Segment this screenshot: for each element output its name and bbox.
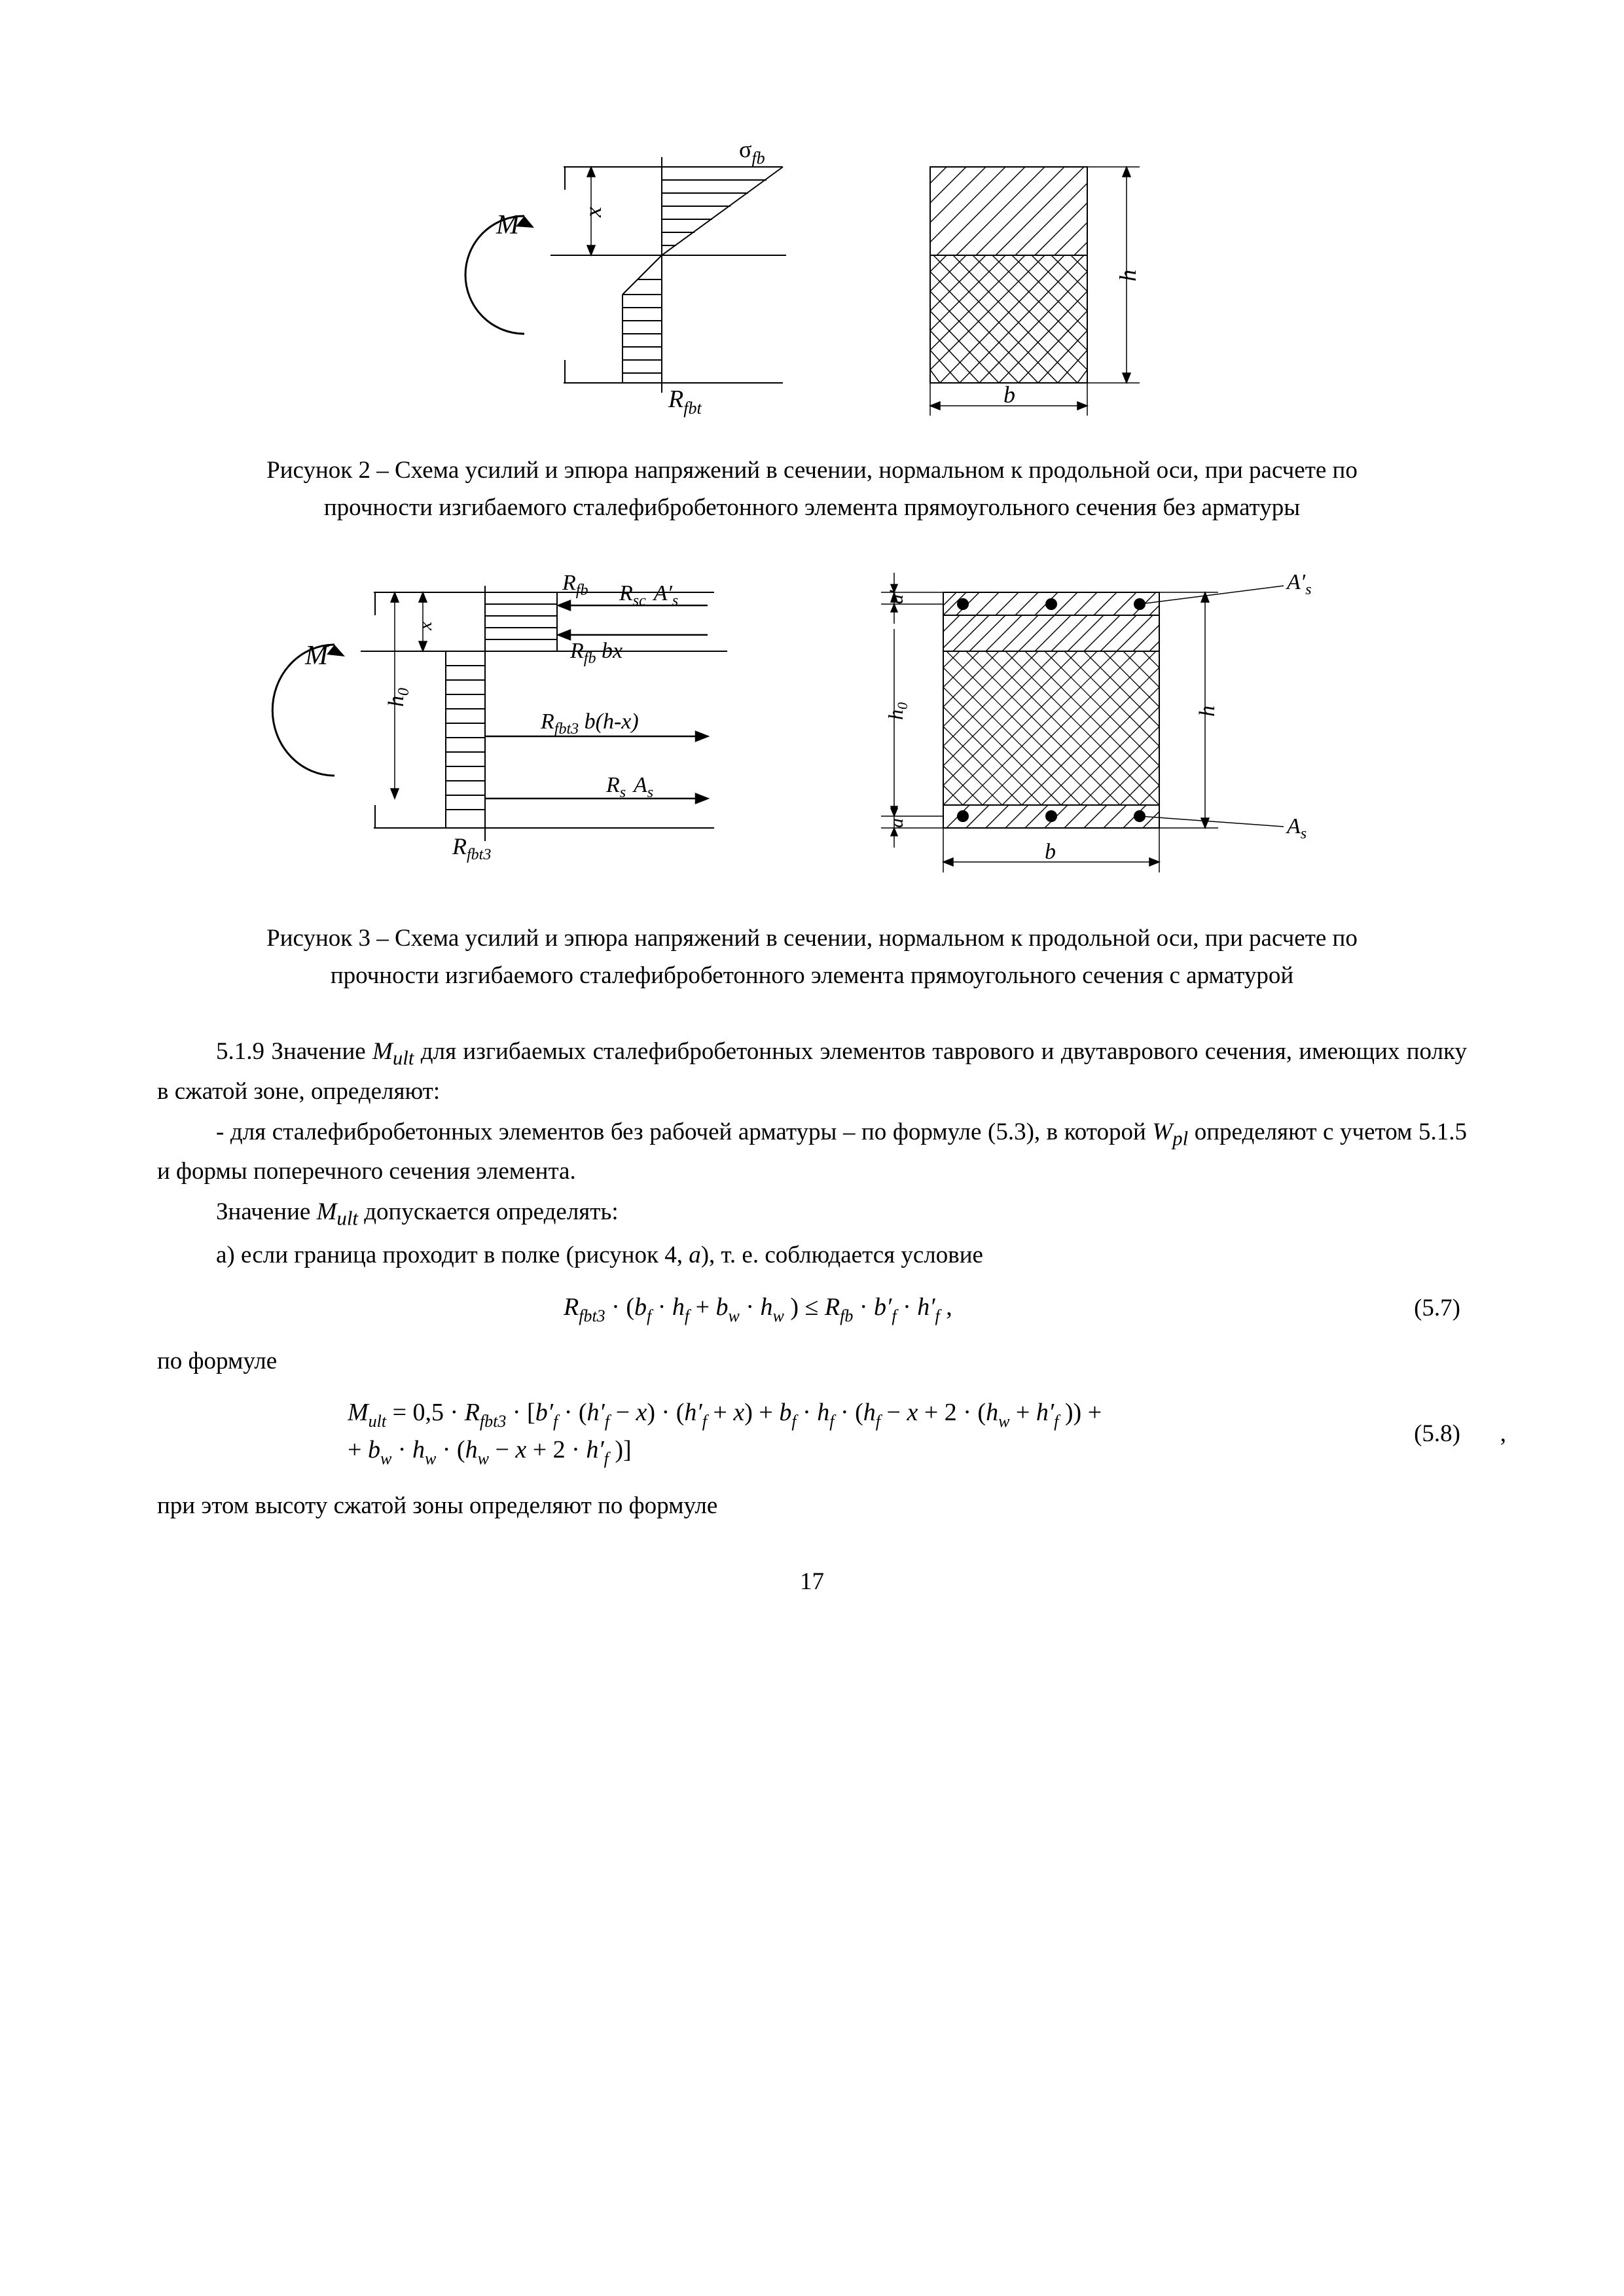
para-last: при этом высоту сжатой зоны определяют п… bbox=[157, 1488, 1467, 1524]
svg-text:Rfbt3 b(h-x): Rfbt3 b(h-x) bbox=[540, 709, 639, 738]
figure-2-caption: Рисунок 2 – Схема усилий и эпюра напряже… bbox=[223, 452, 1401, 527]
svg-text:h: h bbox=[1115, 270, 1141, 281]
equation-5-7: Rfbt3 · (bf · hf + bw · hw ) ≤ Rfb · b′f… bbox=[157, 1285, 1467, 1331]
equation-5-8: Mult = 0,5 · Rfbt3 · [b′f · (h′f − x) · … bbox=[157, 1391, 1467, 1476]
figure-2-svg: M x σfb Rfbt bbox=[420, 144, 1205, 425]
svg-text:x: x bbox=[580, 207, 606, 218]
eq57-number: (5.7) bbox=[1414, 1290, 1460, 1327]
svg-text:A′s: A′s bbox=[1286, 570, 1312, 598]
svg-text:x: x bbox=[414, 621, 436, 631]
svg-text:Rfbt3 · (bf · hf: Rfbt3 · (bf · hf + bw · hw ) ≤ Rfb · b′f… bbox=[564, 1293, 952, 1325]
figure-3: M h0 x Rfb Rsc A′s Rfb bx Rfbt3 b(h-x) bbox=[157, 566, 1467, 893]
svg-text:a: a bbox=[886, 818, 907, 828]
para-po-formule: по формуле bbox=[157, 1343, 1467, 1380]
svg-text:Mult = 0,5 · Rfbt3: Mult = 0,5 · Rfbt3 · [b′f · (h′f − x) · … bbox=[348, 1399, 1102, 1431]
fig2-label-M: M bbox=[496, 210, 520, 240]
svg-text:Rfbt: Rfbt bbox=[668, 386, 702, 418]
svg-text:h: h bbox=[1195, 706, 1219, 717]
eq58-punct: , bbox=[1500, 1416, 1506, 1452]
para-mult: Значение Mult допускается определять: bbox=[157, 1194, 1467, 1234]
svg-text:Rfb bx: Rfb bx bbox=[569, 639, 623, 667]
svg-text:Rfb: Rfb bbox=[562, 571, 588, 599]
svg-text:M: M bbox=[304, 641, 329, 671]
figure-3-svg: M h0 x Rfb Rsc A′s Rfb bx Rfbt3 b(h-x) bbox=[256, 566, 1369, 893]
eq58-svg: Mult = 0,5 · Rfbt3 · [b′f · (h′f − x) · … bbox=[348, 1391, 1277, 1476]
eq58-number: (5.8) bbox=[1414, 1416, 1460, 1452]
figure-3-caption: Рисунок 3 – Схема усилий и эпюра напряже… bbox=[223, 920, 1401, 995]
para-case-a: а) если граница проходит в полке (рисуно… bbox=[157, 1237, 1467, 1274]
para-formula-ref: - для сталефибробетонных элементов без р… bbox=[157, 1114, 1467, 1190]
figure-2: M x σfb Rfbt bbox=[157, 144, 1467, 425]
svg-text:σfb: σfb bbox=[739, 144, 765, 168]
svg-text:+ bw · hw · (hw: + bw · hw · (hw − x + 2 · h′f )] bbox=[348, 1436, 632, 1468]
svg-text:h0: h0 bbox=[384, 688, 412, 707]
eq57-svg: Rfbt3 · (bf · hf + bw · hw ) ≤ Rfb · b′f… bbox=[564, 1285, 1061, 1331]
svg-text:b: b bbox=[1045, 840, 1056, 864]
svg-text:Rsc A′s: Rsc A′s bbox=[619, 581, 678, 609]
page-number: 17 bbox=[157, 1564, 1467, 1600]
svg-text:Rs As: Rs As bbox=[605, 773, 653, 801]
para-5-1-9: 5.1.9 Значение Mult для изгибаемых стале… bbox=[157, 1033, 1467, 1109]
svg-text:b: b bbox=[1003, 382, 1015, 408]
svg-text:As: As bbox=[1286, 814, 1307, 842]
svg-text:h0: h0 bbox=[884, 702, 911, 720]
